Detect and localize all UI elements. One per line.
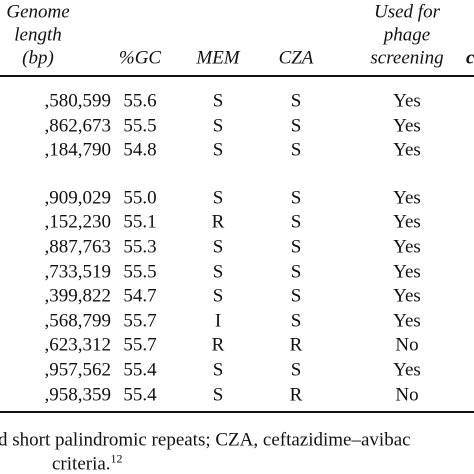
genome-length: ,399,822: [44, 285, 112, 307]
cza-value: S: [290, 211, 302, 233]
gc-value: 55.1: [123, 211, 157, 233]
gc-value: 55.6: [123, 90, 157, 112]
genome-length: ,733,519: [44, 261, 112, 283]
bottom-rule: [0, 411, 474, 413]
genome-length: ,957,562: [44, 359, 112, 381]
cza-value: S: [290, 115, 302, 137]
header-rule: [0, 75, 474, 77]
genome-length: ,862,673: [44, 115, 112, 137]
mem-value: S: [212, 384, 224, 406]
cza-value: R: [289, 384, 303, 406]
genome-length: ,568,799: [44, 310, 112, 332]
cza-value: S: [290, 359, 302, 381]
used-value: Yes: [393, 139, 421, 161]
footnote: d short palindromic repeats; CZA, ceftaz…: [0, 429, 411, 451]
cza-value: S: [290, 236, 302, 258]
footnote: criteria.12: [52, 451, 123, 474]
gc-value: 54.8: [123, 139, 157, 161]
header-gc: %GC: [118, 47, 162, 69]
mem-value: S: [212, 261, 224, 283]
genome-length: ,887,763: [44, 236, 112, 258]
mem-value: S: [212, 115, 224, 137]
used-value: Yes: [393, 211, 421, 233]
header-length: length: [14, 24, 62, 46]
gc-value: 55.5: [123, 261, 157, 283]
used-value: Yes: [393, 285, 421, 307]
mem-value: S: [212, 285, 224, 307]
header-used: Used for: [374, 1, 440, 23]
mem-value: S: [212, 139, 224, 161]
cza-value: S: [290, 187, 302, 209]
cza-value: S: [290, 139, 302, 161]
header-mem: MEM: [196, 47, 240, 69]
used-value: No: [395, 334, 419, 356]
genome-length: ,152,230: [44, 211, 112, 233]
cza-value: S: [290, 90, 302, 112]
mem-value: S: [212, 236, 224, 258]
mem-value: R: [211, 334, 225, 356]
header-used: phage: [383, 24, 431, 46]
gc-value: 55.7: [123, 334, 157, 356]
used-value: Yes: [393, 261, 421, 283]
gc-value: 55.3: [123, 236, 157, 258]
mem-value: S: [212, 359, 224, 381]
used-value: Yes: [393, 236, 421, 258]
header-used: screening: [370, 47, 444, 69]
genome-length: ,623,312: [44, 334, 112, 356]
cza-value: S: [290, 285, 302, 307]
used-value: No: [395, 384, 419, 406]
genome-length: ,958,359: [44, 384, 112, 406]
gc-value: 55.5: [123, 115, 157, 137]
used-value: Yes: [393, 359, 421, 381]
footnote-ref: 12: [110, 451, 123, 466]
cza-value: R: [289, 334, 303, 356]
header-cut: c: [466, 47, 474, 69]
cza-value: S: [290, 261, 302, 283]
used-value: Yes: [393, 115, 421, 137]
genome-length: ,580,599: [44, 90, 112, 112]
header-length: Genome: [6, 1, 70, 23]
mem-value: S: [212, 90, 224, 112]
mem-value: I: [214, 310, 222, 332]
header-length: (bp): [22, 47, 54, 69]
used-value: Yes: [393, 90, 421, 112]
mem-value: R: [211, 211, 225, 233]
used-value: Yes: [393, 310, 421, 332]
gc-value: 55.4: [123, 359, 157, 381]
mem-value: S: [212, 187, 224, 209]
genome-length: ,909,029: [44, 187, 112, 209]
gc-value: 55.4: [123, 384, 157, 406]
gc-value: 54.7: [123, 285, 157, 307]
cza-value: S: [290, 310, 302, 332]
gc-value: 55.0: [123, 187, 157, 209]
genome-length: ,184,790: [44, 139, 112, 161]
header-cza: CZA: [278, 47, 314, 69]
gc-value: 55.7: [123, 310, 157, 332]
used-value: Yes: [393, 187, 421, 209]
